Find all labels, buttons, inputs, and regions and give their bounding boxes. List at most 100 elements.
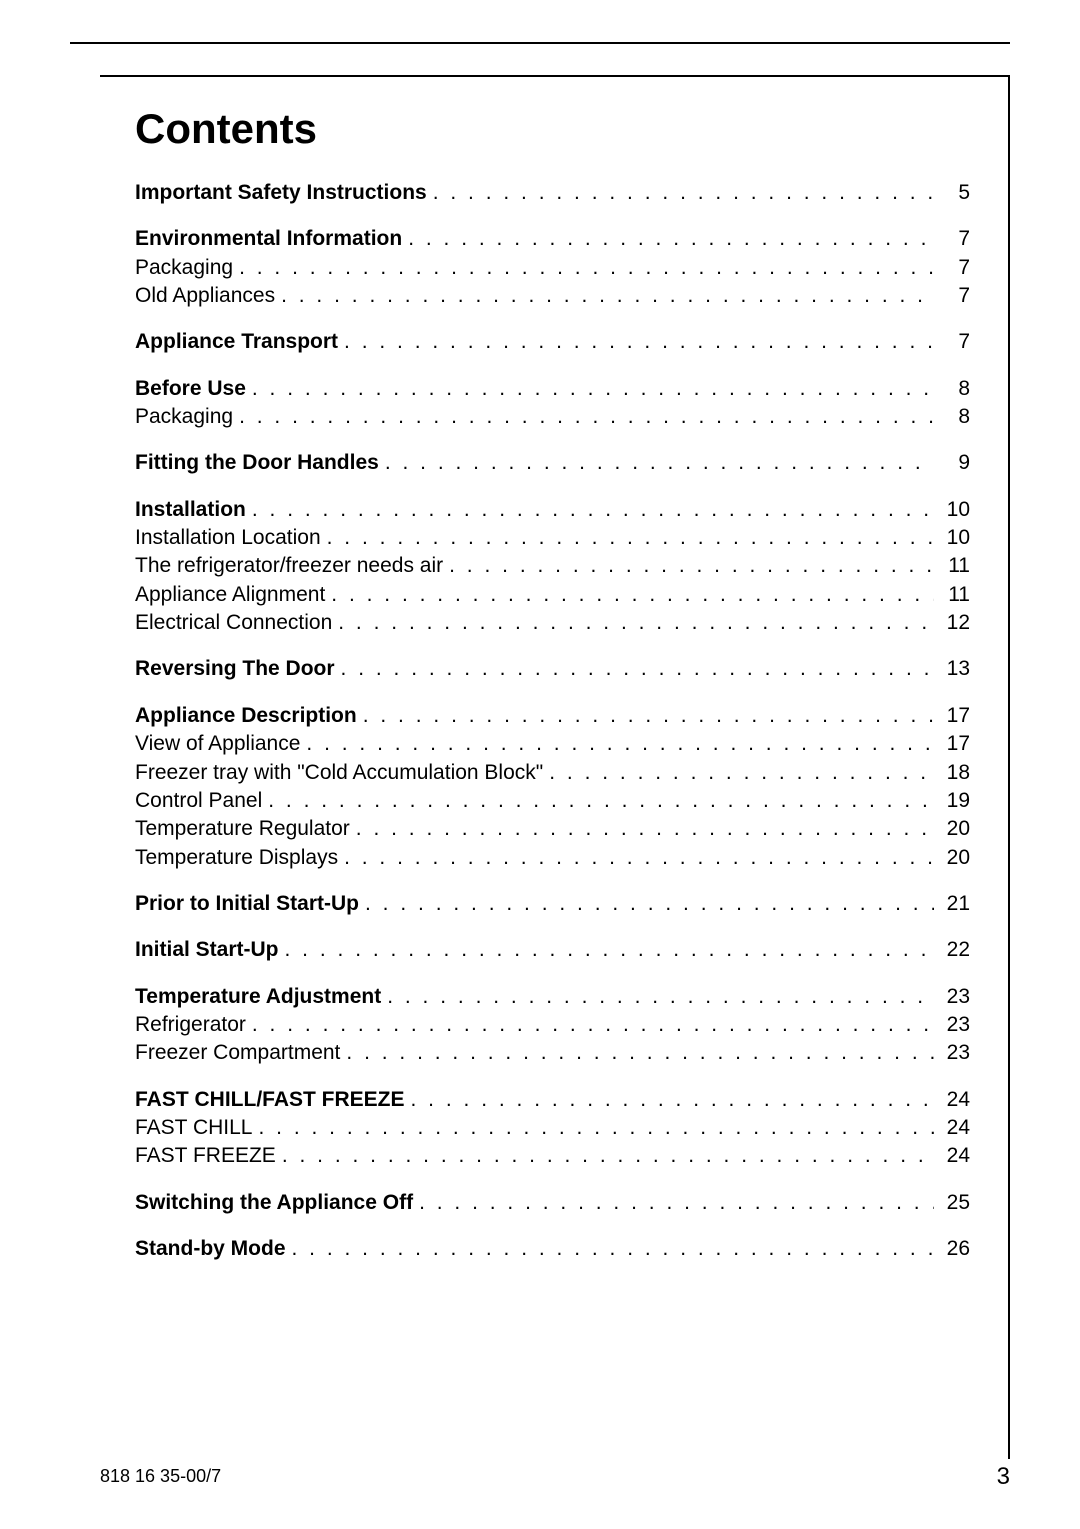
toc-row-label: Appliance Transport <box>135 328 338 356</box>
toc-row-page: 18 <box>940 759 970 787</box>
toc-leader-dots <box>344 844 934 872</box>
toc-leader-dots <box>408 225 934 253</box>
toc-row-label: Prior to Initial Start-Up <box>135 890 359 918</box>
footer-doc-id: 818 16 35-00/7 <box>100 1466 221 1487</box>
frame-top-rule <box>100 75 1010 77</box>
toc-row-label: Installation <box>135 496 246 524</box>
toc-row-label: View of Appliance <box>135 730 300 758</box>
toc-section: Before Use 8Packaging8 <box>135 375 970 432</box>
toc-row-page: 7 <box>940 328 970 356</box>
toc-row-label: Installation Location <box>135 524 321 552</box>
toc-leader-dots <box>239 403 934 431</box>
toc-row-page: 20 <box>940 844 970 872</box>
toc-row: The refrigerator/freezer needs air 11 <box>135 552 970 580</box>
toc-row: FAST CHILL/FAST FREEZE 24 <box>135 1086 970 1114</box>
top-rule <box>70 42 1010 44</box>
toc-leader-dots <box>411 1086 934 1114</box>
toc-row: Old Appliances7 <box>135 282 970 310</box>
toc-row: Important Safety Instructions 5 <box>135 179 970 207</box>
toc-row-label: Freezer tray with "Cold Accumulation Blo… <box>135 759 543 787</box>
toc-row: Control Panel19 <box>135 787 970 815</box>
toc-row-label: Refrigerator <box>135 1011 246 1039</box>
frame-right-rule <box>1008 75 1010 1459</box>
footer-page-number: 3 <box>997 1463 1010 1491</box>
toc-row-page: 10 <box>940 496 970 524</box>
toc-row: View of Appliance17 <box>135 730 970 758</box>
toc-row-page: 13 <box>940 655 970 683</box>
toc-row: Fitting the Door Handles 9 <box>135 449 970 477</box>
toc-section: FAST CHILL/FAST FREEZE24FAST CHILL24FAST… <box>135 1086 970 1171</box>
toc-section: Installation10Installation Location10The… <box>135 496 970 638</box>
toc-row: Appliance Transport 7 <box>135 328 970 356</box>
toc-leader-dots <box>549 759 934 787</box>
toc-row-label: Temperature Displays <box>135 844 338 872</box>
toc-row-label: Freezer Compartment <box>135 1039 340 1067</box>
toc-section: Environmental Information7Packaging7Old … <box>135 225 970 310</box>
toc-row-page: 8 <box>940 375 970 403</box>
toc-row-page: 24 <box>940 1114 970 1142</box>
toc-row-label: Before Use <box>135 375 246 403</box>
toc-leader-dots <box>292 1235 935 1263</box>
toc-section: Appliance Transport 7 <box>135 328 970 356</box>
toc-row-page: 21 <box>940 890 970 918</box>
toc-row-label: Appliance Alignment <box>135 581 325 609</box>
toc-leader-dots <box>338 609 934 637</box>
toc-leader-dots <box>285 936 934 964</box>
toc-leader-dots <box>268 787 934 815</box>
toc-row: Packaging7 <box>135 254 970 282</box>
toc-section: Appliance Description17View of Appliance… <box>135 702 970 872</box>
toc-row-page: 11 <box>940 552 970 580</box>
toc-row-label: Fitting the Door Handles <box>135 449 379 477</box>
toc-leader-dots <box>252 375 934 403</box>
toc-row: Appliance Description 17 <box>135 702 970 730</box>
toc-row-page: 10 <box>940 524 970 552</box>
toc-title: Contents <box>135 105 970 153</box>
toc-row-label: Switching the Appliance Off <box>135 1189 413 1217</box>
toc-section: Switching the Appliance Off25 <box>135 1189 970 1217</box>
toc-section: Stand-by Mode26 <box>135 1235 970 1263</box>
toc-row: Freezer tray with "Cold Accumulation Blo… <box>135 759 970 787</box>
toc-row-label: Electrical Connection <box>135 609 332 637</box>
toc-row: Temperature Displays 20 <box>135 844 970 872</box>
toc-row: Before Use 8 <box>135 375 970 403</box>
toc-row: Initial Start-Up22 <box>135 936 970 964</box>
toc-row-label: FAST CHILL/FAST FREEZE <box>135 1086 405 1114</box>
toc-row-page: 9 <box>940 449 970 477</box>
toc-container: Contents Important Safety Instructions 5 E… <box>135 105 970 1281</box>
toc-leader-dots <box>341 655 934 683</box>
toc-section: Fitting the Door Handles 9 <box>135 449 970 477</box>
toc-leader-dots <box>356 815 934 843</box>
toc-row: Installation 10 <box>135 496 970 524</box>
toc-row: Freezer Compartment23 <box>135 1039 970 1067</box>
toc-row-page: 24 <box>940 1086 970 1114</box>
toc-row-label: Initial Start-Up <box>135 936 279 964</box>
toc-leader-dots <box>327 524 934 552</box>
toc-row-label: The refrigerator/freezer needs air <box>135 552 443 580</box>
toc-row-label: Appliance Description <box>135 702 357 730</box>
toc-row-page: 20 <box>940 815 970 843</box>
toc-sections: Important Safety Instructions 5 Environmen… <box>135 179 970 1263</box>
toc-row-page: 17 <box>940 702 970 730</box>
toc-leader-dots <box>252 1011 934 1039</box>
toc-row: Reversing The Door 13 <box>135 655 970 683</box>
toc-section: Initial Start-Up22 <box>135 936 970 964</box>
toc-row-page: 24 <box>940 1142 970 1170</box>
toc-leader-dots <box>239 254 934 282</box>
toc-row-page: 11 <box>940 581 970 609</box>
toc-row: Packaging8 <box>135 403 970 431</box>
toc-row: FAST FREEZE 24 <box>135 1142 970 1170</box>
toc-section: Important Safety Instructions 5 <box>135 179 970 207</box>
toc-row: Temperature Regulator20 <box>135 815 970 843</box>
toc-row: Installation Location 10 <box>135 524 970 552</box>
toc-row: Refrigerator23 <box>135 1011 970 1039</box>
toc-row-page: 8 <box>940 403 970 431</box>
toc-row-page: 7 <box>940 254 970 282</box>
toc-row-label: Important Safety Instructions <box>135 179 427 207</box>
toc-leader-dots <box>252 496 934 524</box>
toc-row-label: FAST FREEZE <box>135 1142 276 1170</box>
toc-row-page: 19 <box>940 787 970 815</box>
toc-row-label: Reversing The Door <box>135 655 335 683</box>
toc-row-page: 5 <box>940 179 970 207</box>
toc-row-page: 7 <box>940 225 970 253</box>
toc-leader-dots <box>346 1039 934 1067</box>
